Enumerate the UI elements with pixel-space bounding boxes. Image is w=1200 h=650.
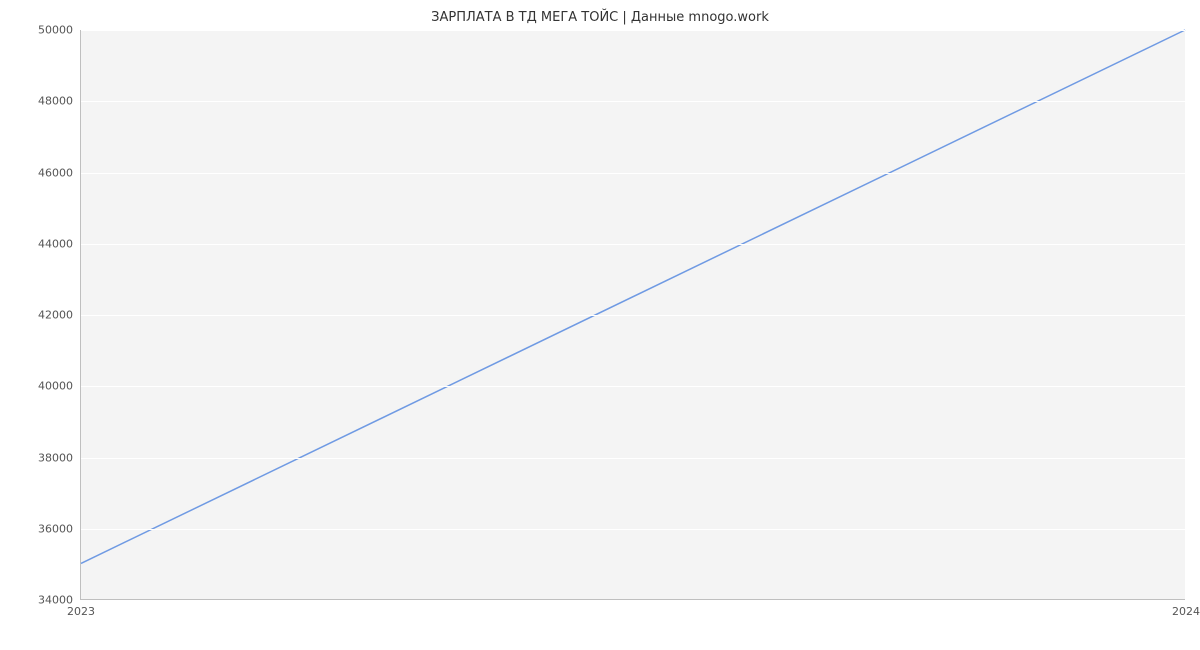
gridline-h	[81, 529, 1185, 530]
x-tick-label: 2023	[67, 599, 95, 618]
gridline-h	[81, 30, 1185, 31]
plot-area: 3400036000380004000042000440004600048000…	[80, 30, 1185, 600]
gridline-h	[81, 244, 1185, 245]
gridline-h	[81, 173, 1185, 174]
chart-title: ЗАРПЛАТА В ТД МЕГА ТОЙС | Данные mnogo.w…	[0, 10, 1200, 25]
gridline-h	[81, 386, 1185, 387]
salary-line-chart: ЗАРПЛАТА В ТД МЕГА ТОЙС | Данные mnogo.w…	[0, 0, 1200, 650]
y-tick-label: 38000	[38, 451, 81, 464]
gridline-h	[81, 600, 1185, 601]
x-tick-label: 2024	[1172, 599, 1200, 618]
gridline-h	[81, 315, 1185, 316]
y-tick-label: 40000	[38, 380, 81, 393]
gridline-h	[81, 101, 1185, 102]
y-tick-label: 46000	[38, 166, 81, 179]
y-tick-label: 36000	[38, 522, 81, 535]
gridline-h	[81, 458, 1185, 459]
y-tick-label: 42000	[38, 309, 81, 322]
y-tick-label: 50000	[38, 24, 81, 37]
y-tick-label: 44000	[38, 237, 81, 250]
y-tick-label: 48000	[38, 95, 81, 108]
